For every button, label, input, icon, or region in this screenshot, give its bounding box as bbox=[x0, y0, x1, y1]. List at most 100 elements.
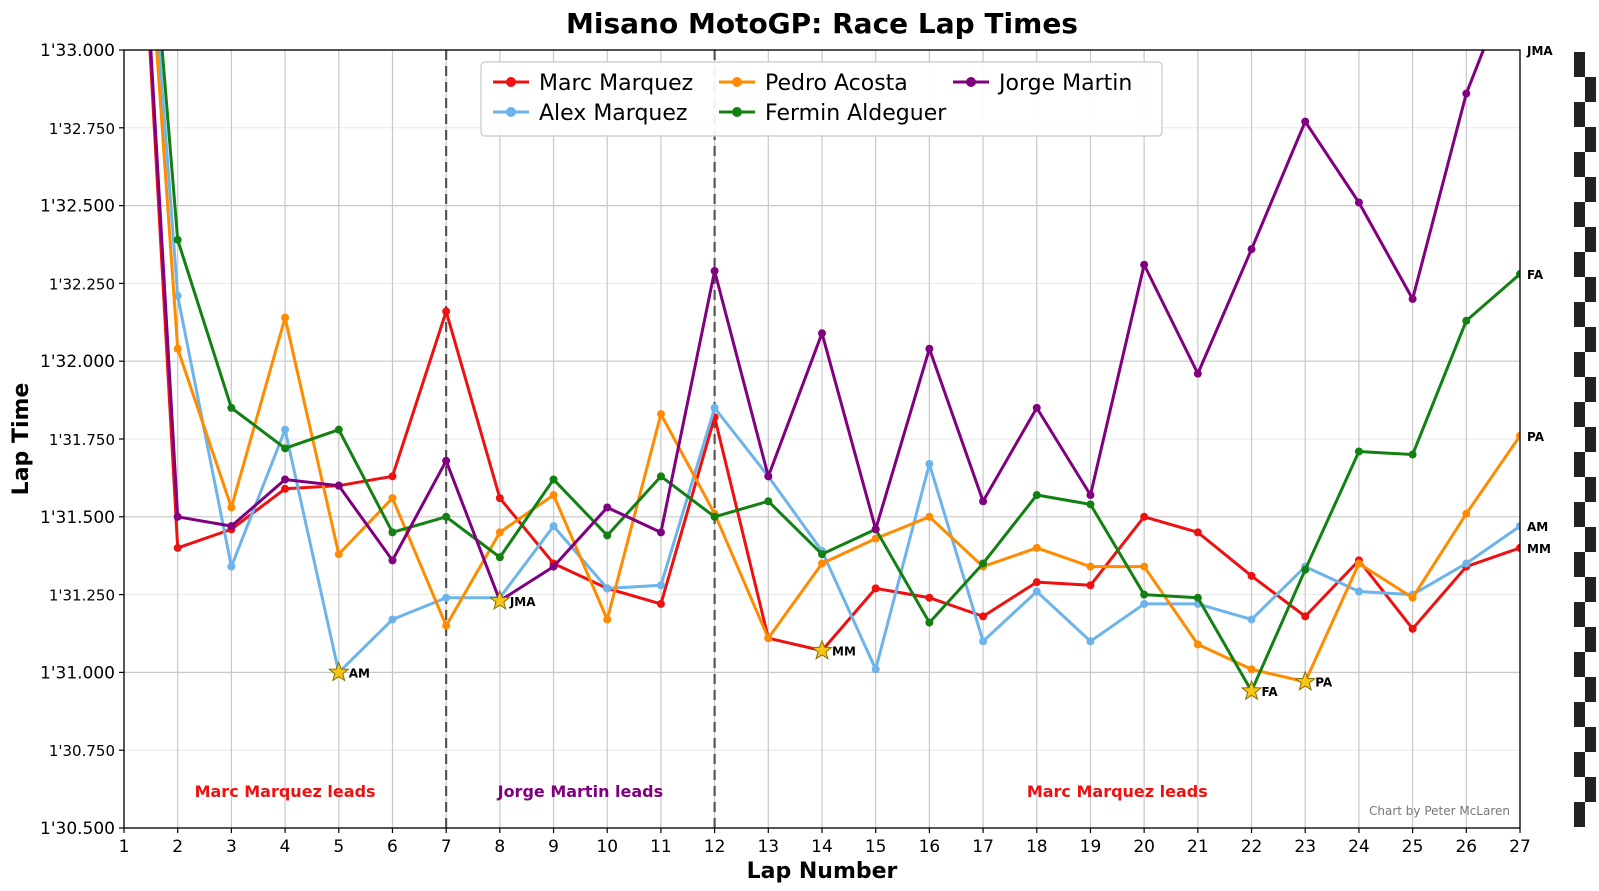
y-axis-title: Lap Time bbox=[9, 383, 34, 496]
leader-change-lines bbox=[445, 50, 716, 828]
flag-square bbox=[1585, 177, 1596, 202]
data-point bbox=[1516, 431, 1520, 440]
data-point bbox=[281, 484, 290, 493]
flag-square bbox=[1574, 52, 1585, 77]
data-point bbox=[871, 525, 880, 534]
y-tick-label: 1'31.000 bbox=[40, 663, 115, 683]
data-point bbox=[710, 512, 719, 521]
flag-square bbox=[1585, 677, 1596, 702]
leader-label: Marc Marquez leads bbox=[195, 782, 376, 801]
data-point bbox=[388, 615, 397, 624]
y-tick-label: 1'30.750 bbox=[49, 742, 115, 760]
data-point bbox=[979, 497, 988, 506]
data-point bbox=[1462, 316, 1471, 325]
x-tick-label: 22 bbox=[1241, 837, 1263, 857]
flag-square bbox=[1585, 627, 1596, 652]
data-point bbox=[1193, 640, 1202, 649]
x-tick-label: 16 bbox=[919, 837, 941, 857]
data-point bbox=[871, 665, 880, 674]
data-point bbox=[1354, 447, 1363, 456]
flag-square bbox=[1585, 527, 1596, 552]
data-point bbox=[1086, 637, 1095, 646]
legend-box bbox=[480, 61, 1163, 137]
series-fa bbox=[160, 50, 1520, 696]
data-point bbox=[442, 621, 451, 630]
data-point bbox=[388, 528, 397, 537]
data-point bbox=[281, 313, 290, 322]
data-point bbox=[1354, 559, 1363, 568]
flag-square bbox=[1574, 352, 1585, 377]
legend-item-fa: Fermin Aldeguer bbox=[719, 101, 947, 126]
flag-square bbox=[1585, 227, 1596, 252]
data-point bbox=[871, 584, 880, 593]
data-point bbox=[227, 522, 236, 531]
data-point bbox=[334, 550, 343, 559]
data-point bbox=[281, 475, 290, 484]
data-point bbox=[1140, 512, 1149, 521]
flag-square bbox=[1585, 277, 1596, 302]
flag-square bbox=[1574, 202, 1585, 227]
grid bbox=[123, 49, 1521, 829]
data-point bbox=[1301, 117, 1310, 126]
legend: Marc Marquez Alex Marquez Pedro Acosta Ferm… bbox=[480, 61, 1163, 137]
data-point bbox=[979, 612, 988, 621]
best-lap-label: JMA bbox=[509, 595, 536, 609]
x-tick-label: 1 bbox=[119, 837, 130, 857]
data-point bbox=[979, 559, 988, 568]
x-tick-label: 14 bbox=[811, 837, 833, 857]
x-tick-label: 26 bbox=[1455, 837, 1477, 857]
data-point bbox=[173, 291, 182, 300]
data-point bbox=[227, 503, 236, 512]
x-tick-label: 23 bbox=[1294, 837, 1316, 857]
flag-square bbox=[1574, 752, 1585, 777]
data-point bbox=[1140, 260, 1149, 269]
best-lap-label: AM bbox=[349, 666, 370, 680]
x-tick-label: 12 bbox=[704, 837, 726, 857]
data-point bbox=[764, 497, 773, 506]
x-axis-ticks: 1 2 3 4 5 6 7 8 9 10 11 12 13 14 15 16 17 18 19 20 21 22 23 24 2… bbox=[119, 828, 1531, 857]
best-lap-label: FA bbox=[1262, 685, 1279, 699]
legend-item-pa: Pedro Acosta bbox=[719, 71, 908, 96]
legend-swatch-marker bbox=[506, 77, 516, 87]
data-point bbox=[1408, 294, 1417, 303]
data-point bbox=[1086, 581, 1095, 590]
data-point bbox=[603, 503, 612, 512]
series-layer bbox=[148, 50, 1520, 696]
data-point bbox=[1140, 599, 1149, 608]
end-label: AM bbox=[1527, 520, 1548, 534]
data-point bbox=[1032, 578, 1041, 587]
data-point bbox=[1247, 245, 1256, 254]
data-point bbox=[1086, 562, 1095, 571]
end-label: MM bbox=[1527, 542, 1551, 556]
y-tick-label: 1'32.750 bbox=[49, 120, 115, 138]
x-tick-label: 24 bbox=[1348, 837, 1370, 857]
flag-square bbox=[1574, 552, 1585, 577]
data-point bbox=[710, 403, 719, 412]
x-tick-label: 15 bbox=[865, 837, 887, 857]
x-tick-label: 18 bbox=[1026, 837, 1048, 857]
data-point bbox=[925, 459, 934, 468]
data-point bbox=[495, 553, 504, 562]
y-tick-label: 1'32.250 bbox=[49, 275, 115, 293]
flag-square bbox=[1574, 602, 1585, 627]
data-point bbox=[818, 329, 826, 338]
legend-swatch-marker bbox=[732, 77, 742, 87]
data-point bbox=[1032, 587, 1041, 596]
data-point bbox=[281, 425, 290, 434]
x-tick-label: 2 bbox=[172, 837, 183, 857]
data-point bbox=[656, 472, 665, 481]
legend-swatch-marker bbox=[506, 107, 516, 117]
x-tick-label: 21 bbox=[1187, 837, 1209, 857]
data-point bbox=[173, 512, 182, 521]
y-tick-label: 1'33.000 bbox=[40, 41, 115, 61]
best-lap-label: MM bbox=[832, 645, 856, 659]
flag-square bbox=[1574, 152, 1585, 177]
data-point bbox=[173, 543, 182, 552]
y-tick-label: 1'30.500 bbox=[40, 819, 115, 839]
data-point bbox=[1032, 491, 1041, 500]
y-tick-label: 1'32.500 bbox=[40, 197, 115, 217]
data-point bbox=[334, 481, 343, 490]
best-lap-star-icon bbox=[488, 589, 511, 611]
x-tick-label: 19 bbox=[1080, 837, 1102, 857]
legend-item-am: Alex Marquez bbox=[493, 101, 687, 126]
